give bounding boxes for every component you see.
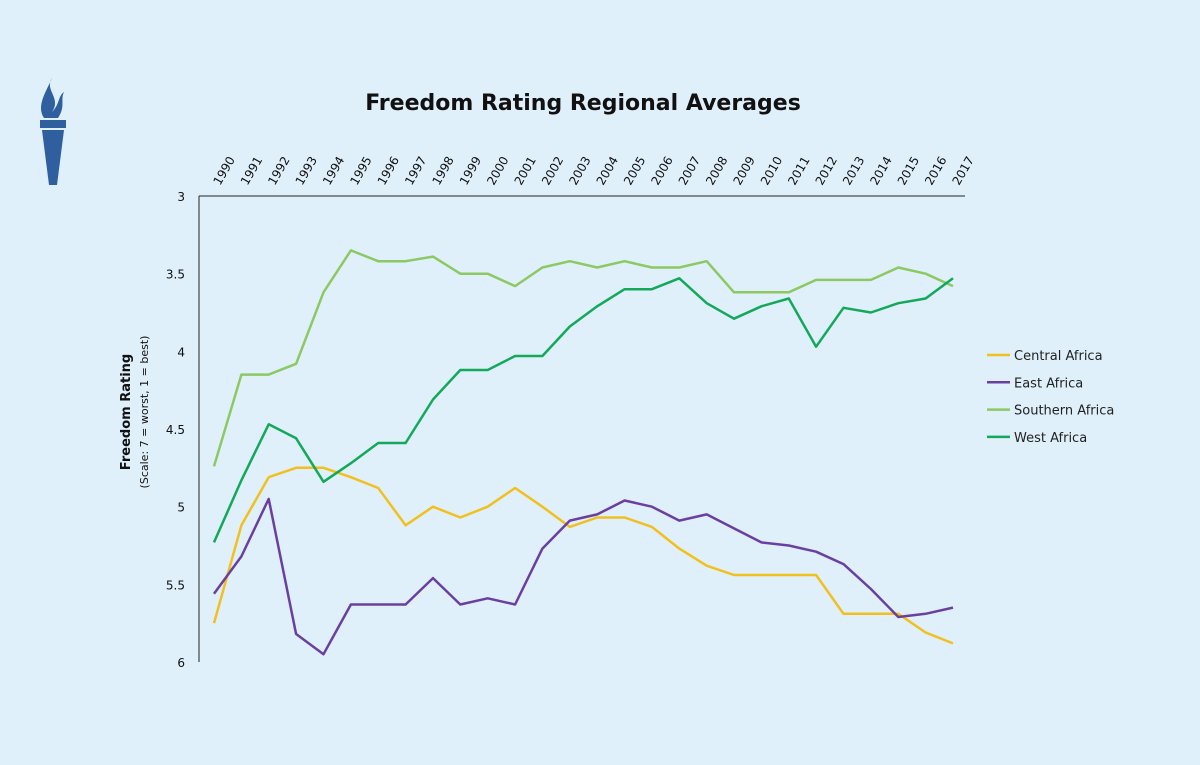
legend-label: East Africa xyxy=(1014,376,1083,391)
series-line-west-africa xyxy=(212,277,954,543)
y-tick-label: 3.5 xyxy=(166,268,185,282)
legend-label: West Africa xyxy=(1014,431,1087,446)
x-tick-label: 1997 xyxy=(402,154,429,187)
x-tick-label: 1993 xyxy=(293,154,320,187)
series-line-southern-africa xyxy=(212,249,954,467)
y-tick-label: 4 xyxy=(177,345,185,359)
x-tick-label: 2011 xyxy=(785,154,812,187)
x-tick-label: 1996 xyxy=(375,154,402,187)
x-tick-label: 2001 xyxy=(512,154,539,187)
chart-title: Freedom Rating Regional Averages xyxy=(365,91,801,116)
y-tick-label: 5.5 xyxy=(166,578,185,592)
legend-item: Southern Africa xyxy=(987,404,1114,419)
x-tick-label: 2004 xyxy=(594,154,621,187)
series-line-central-africa xyxy=(212,466,954,645)
legend-item: Central Africa xyxy=(987,349,1103,364)
y-tick-label: 6 xyxy=(177,656,185,670)
x-tick-label: 2007 xyxy=(676,154,703,187)
x-tick-label: 2012 xyxy=(813,154,840,187)
x-tick-label: 1992 xyxy=(265,154,292,187)
x-tick-label: 1995 xyxy=(347,154,374,187)
x-tick-label: 1990 xyxy=(210,154,237,187)
x-tick-label: 2016 xyxy=(922,154,949,187)
x-tick-label: 2002 xyxy=(539,154,566,187)
y-axis-label: Freedom Rating xyxy=(119,354,134,470)
x-tick-label: 2017 xyxy=(949,154,976,187)
x-tick-label: 1994 xyxy=(320,154,347,187)
legend-label: Southern Africa xyxy=(1014,404,1114,419)
x-tick-label: 2000 xyxy=(484,154,511,187)
x-tick-label: 2003 xyxy=(566,154,593,187)
x-tick-label: 2014 xyxy=(867,154,894,187)
y-axis-sublabel: (Scale: 7 = worst, 1 = best) xyxy=(138,336,151,489)
x-tick-label: 2005 xyxy=(621,154,648,187)
y-tick-label: 3 xyxy=(177,190,185,204)
x-tick-label: 2009 xyxy=(731,154,758,187)
y-tick-label: 4.5 xyxy=(166,423,185,437)
x-tick-label: 2010 xyxy=(758,154,785,187)
series-line-east-africa xyxy=(212,497,954,656)
x-tick-label: 2015 xyxy=(895,154,922,187)
x-tick-label: 2008 xyxy=(703,154,730,187)
x-tick-label: 2013 xyxy=(840,154,867,187)
x-tick-label: 1991 xyxy=(238,154,265,187)
legend-item: West Africa xyxy=(987,431,1087,446)
x-tick-label: 1998 xyxy=(429,154,456,187)
torch-logo xyxy=(40,78,66,185)
y-tick-label: 5 xyxy=(177,501,185,515)
x-tick-label: 1999 xyxy=(457,154,484,187)
legend-label: Central Africa xyxy=(1014,349,1103,364)
x-tick-label: 2006 xyxy=(648,154,675,187)
legend-item: East Africa xyxy=(987,376,1083,391)
